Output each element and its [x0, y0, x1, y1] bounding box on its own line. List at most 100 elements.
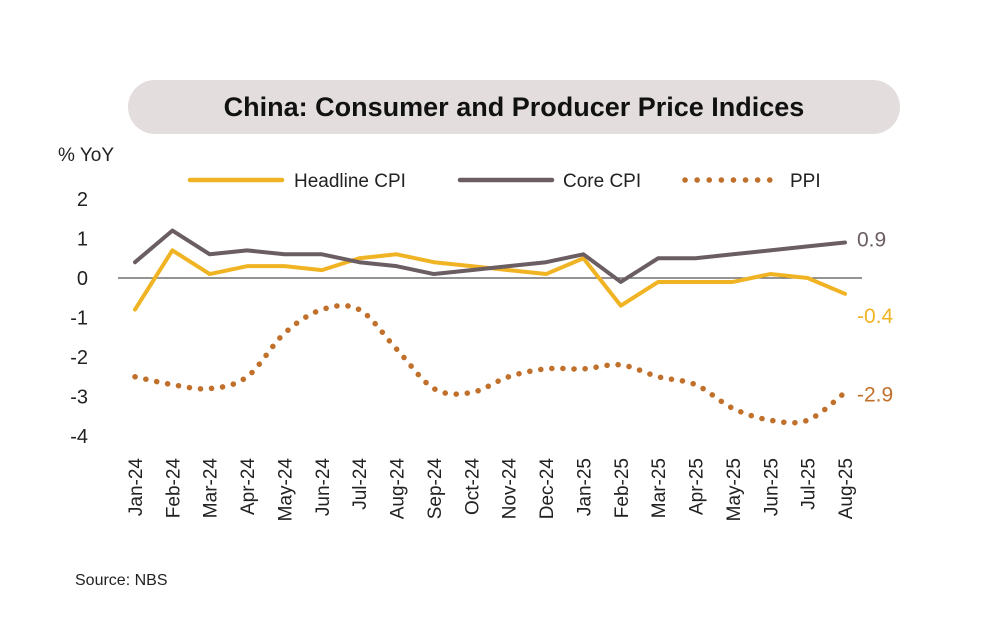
- data-point-core-cpi: [731, 252, 735, 256]
- y-axis-label: % YoY: [58, 145, 114, 166]
- data-point-headline-cpi: [544, 272, 548, 276]
- data-point-ppi: [507, 375, 511, 379]
- x-tick-label: Sep-24: [425, 458, 446, 520]
- data-point-headline-cpi: [507, 268, 511, 272]
- data-point-ppi: [282, 331, 286, 335]
- data-point-headline-cpi: [133, 308, 137, 312]
- data-point-core-cpi: [581, 252, 585, 256]
- data-point-core-cpi: [544, 260, 548, 264]
- data-point-headline-cpi: [806, 276, 810, 280]
- data-point-core-cpi: [619, 280, 623, 284]
- data-point-headline-cpi: [694, 280, 698, 284]
- data-point-core-cpi: [133, 260, 137, 264]
- y-tick-label: -1: [70, 308, 88, 330]
- x-tick-label: Jan-25: [574, 458, 595, 516]
- data-point-core-cpi: [469, 268, 473, 272]
- y-tick-label: 2: [77, 189, 88, 211]
- data-point-ppi: [208, 387, 212, 391]
- x-tick-label: Oct-24: [462, 458, 483, 515]
- data-point-ppi: [694, 383, 698, 387]
- y-tick-label: 0: [77, 268, 88, 290]
- x-tick-label: Jun-25: [761, 458, 782, 516]
- data-point-core-cpi: [432, 272, 436, 276]
- data-point-ppi: [395, 347, 399, 351]
- data-point-core-cpi: [282, 252, 286, 256]
- data-point-core-cpi: [656, 256, 660, 260]
- data-point-ppi: [768, 418, 772, 422]
- x-tick-label: Jul-25: [799, 458, 820, 510]
- data-point-ppi: [357, 308, 361, 312]
- data-point-headline-cpi: [395, 252, 399, 256]
- data-point-headline-cpi: [282, 264, 286, 268]
- data-point-headline-cpi: [432, 260, 436, 264]
- chart-title-box: China: Consumer and Producer Price Indic…: [128, 80, 900, 134]
- data-point-core-cpi: [395, 264, 399, 268]
- data-point-ppi: [245, 375, 249, 379]
- end-label-core-cpi: 0.9: [857, 228, 886, 251]
- data-point-core-cpi: [768, 248, 772, 252]
- x-tick-label: Apr-24: [238, 458, 259, 515]
- data-point-ppi: [731, 406, 735, 410]
- x-tick-label: Nov-24: [500, 458, 521, 520]
- data-point-core-cpi: [694, 256, 698, 260]
- data-point-headline-cpi: [357, 256, 361, 260]
- data-point-headline-cpi: [731, 280, 735, 284]
- series-line-core-cpi: [133, 228, 847, 284]
- legend-label-core-cpi: Core CPI: [563, 171, 641, 192]
- data-point-headline-cpi: [843, 292, 847, 296]
- data-point-core-cpi: [507, 264, 511, 268]
- x-tick-label: Jun-24: [313, 458, 334, 517]
- legend-label-ppi: PPI: [790, 171, 821, 192]
- x-tick-label: Dec-24: [537, 458, 558, 520]
- data-point-ppi: [656, 375, 660, 379]
- source-note: Source: NBS: [75, 572, 168, 589]
- data-point-headline-cpi: [656, 280, 660, 284]
- y-tick-label: -3: [70, 387, 88, 409]
- data-point-ppi: [843, 391, 847, 395]
- data-point-headline-cpi: [320, 268, 324, 272]
- data-point-core-cpi: [806, 244, 810, 248]
- legend-label-headline-cpi: Headline CPI: [294, 171, 406, 192]
- chart-title: China: Consumer and Producer Price Indic…: [223, 91, 805, 122]
- series-line-ppi: [132, 302, 848, 426]
- x-tick-label: Apr-25: [687, 458, 708, 515]
- data-point-ppi: [432, 387, 436, 391]
- data-point-headline-cpi: [170, 248, 174, 252]
- data-point-ppi: [544, 367, 548, 371]
- x-tick-label: Feb-25: [612, 458, 633, 518]
- data-point-ppi: [170, 383, 174, 387]
- x-tick-label: Jul-24: [350, 458, 371, 510]
- x-tick-label: Aug-25: [836, 458, 857, 519]
- data-point-headline-cpi: [245, 264, 249, 268]
- y-tick-label: 1: [77, 229, 88, 251]
- data-point-headline-cpi: [619, 304, 623, 308]
- data-point-core-cpi: [245, 248, 249, 252]
- x-tick-label: Mar-25: [649, 458, 670, 518]
- data-point-headline-cpi: [768, 272, 772, 276]
- series-line-headline-cpi: [133, 248, 847, 312]
- data-point-core-cpi: [357, 260, 361, 264]
- data-point-core-cpi: [320, 252, 324, 256]
- x-tick-label: Aug-24: [388, 458, 409, 520]
- end-label-headline-cpi: -0.4: [857, 305, 894, 328]
- x-tick-label: Jan-24: [126, 458, 147, 517]
- x-tick-label: May-24: [275, 458, 296, 522]
- data-point-ppi: [806, 418, 810, 422]
- x-tick-label: Mar-24: [201, 458, 222, 519]
- data-point-ppi: [133, 375, 137, 379]
- data-point-ppi: [469, 391, 473, 395]
- data-point-ppi: [581, 367, 585, 371]
- y-tick-label: -4: [70, 426, 88, 448]
- x-tick-label: Feb-24: [163, 458, 184, 519]
- data-point-headline-cpi: [469, 264, 473, 268]
- data-point-core-cpi: [208, 252, 212, 256]
- data-point-core-cpi: [843, 240, 847, 244]
- x-tick-label: May-25: [724, 458, 745, 521]
- data-point-headline-cpi: [208, 272, 212, 276]
- data-point-ppi: [320, 308, 324, 312]
- data-point-ppi: [619, 363, 623, 367]
- y-tick-label: -2: [70, 347, 88, 369]
- data-point-core-cpi: [170, 229, 174, 233]
- end-label-ppi: -2.9: [857, 384, 893, 407]
